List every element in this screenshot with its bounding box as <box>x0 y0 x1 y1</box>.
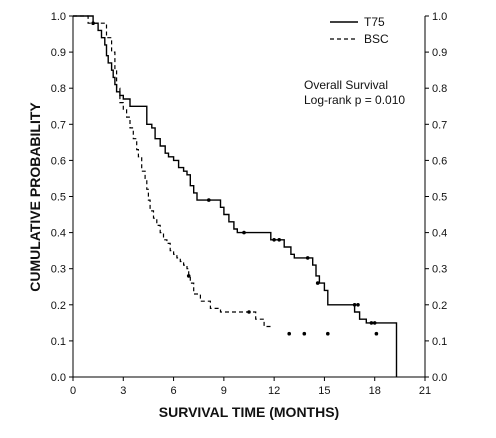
censor-mark-t75 <box>369 321 374 325</box>
censor-mark-t75 <box>207 198 211 202</box>
censor-mark-t75 <box>356 303 360 307</box>
y-tick-label-right: 0.6 <box>432 155 447 167</box>
annotation-title: Overall Survival <box>304 78 388 92</box>
censor-mark-t75 <box>315 281 320 285</box>
y-tick-label-left: 0.9 <box>51 47 66 59</box>
y-tick-label-left: 0.6 <box>51 155 66 167</box>
annotation-pvalue: Log-rank p = 0.010 <box>304 93 405 107</box>
x-tick-label: 9 <box>221 385 227 397</box>
x-tick-label: 21 <box>419 385 431 397</box>
y-tick-label-left: 1.0 <box>51 11 66 23</box>
y-tick-label-right: 0.7 <box>432 119 447 131</box>
y-tick-label-left: 0.2 <box>51 300 66 312</box>
y-tick-label-right: 1.0 <box>432 11 447 23</box>
y-tick-label-left: 0.8 <box>51 83 66 95</box>
censor-mark-t75 <box>277 238 282 242</box>
y-tick-label-right: 0.8 <box>432 83 447 95</box>
x-tick-label: 15 <box>318 385 330 397</box>
y-tick-label-right: 0.5 <box>432 192 447 204</box>
censor-mark-t75 <box>242 230 246 235</box>
series-line-bsc <box>73 15 271 328</box>
censor-mark-t75 <box>352 303 357 307</box>
y-tick-label-left: 0.0 <box>51 372 66 384</box>
y-tick-label-right: 0.3 <box>432 264 447 276</box>
x-tick-label: 12 <box>268 385 280 397</box>
series-layer <box>73 15 398 377</box>
x-axis-title: SURVIVAL TIME (MONTHS) <box>159 404 339 420</box>
censor-mark-bsc <box>91 21 95 26</box>
y-tick-label-right: 0.2 <box>432 300 447 312</box>
y-axis-title: CUMULATIVE PROBABILITY <box>27 102 43 292</box>
censor-mark-bsc <box>247 310 251 314</box>
x-tick-label: 18 <box>369 385 381 397</box>
censor-mark-bsc <box>302 331 307 336</box>
y-tick-label-right: 0.1 <box>432 336 447 348</box>
legend-label-bsc: BSC <box>364 32 389 46</box>
censor-mark-bsc <box>287 331 292 336</box>
y-tick-label-right: 0.0 <box>432 372 447 384</box>
y-tick-label-left: 0.1 <box>51 336 66 348</box>
y-tick-label-left: 0.3 <box>51 264 66 276</box>
legend: T75 BSC <box>330 15 389 46</box>
x-tick-label: 6 <box>171 385 177 397</box>
censor-mark-bsc <box>326 331 330 336</box>
x-tick-label: 0 <box>70 385 76 397</box>
censor-mark-bsc <box>374 331 379 336</box>
censor-mark-t75 <box>272 238 276 242</box>
tick-marks: 0.0 0.0 0.1 0.1 0.2 0.2 0.3 0.3 0.4 0.4 0.5 0.5 0.6 0… <box>51 11 448 397</box>
series-line-t75 <box>73 15 398 377</box>
censor-mark-t75 <box>372 321 377 325</box>
y-tick-label-left: 0.5 <box>51 192 66 204</box>
censor-mark-bsc <box>186 274 191 278</box>
legend-label-t75: T75 <box>364 15 385 29</box>
y-tick-label-left: 0.7 <box>51 119 66 131</box>
y-tick-label-left: 0.4 <box>51 228 66 240</box>
y-tick-label-right: 0.4 <box>432 228 447 240</box>
y-tick-label-right: 0.9 <box>432 47 447 59</box>
x-tick-label: 3 <box>120 385 126 397</box>
censor-mark-t75 <box>305 256 310 260</box>
